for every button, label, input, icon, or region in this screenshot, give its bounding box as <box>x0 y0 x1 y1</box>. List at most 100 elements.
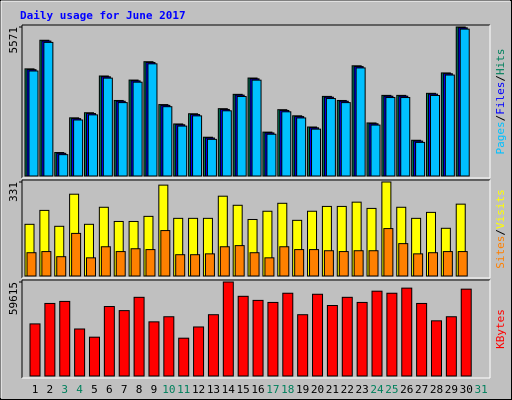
bar <box>100 246 111 277</box>
bar <box>459 28 470 177</box>
bar <box>252 299 264 377</box>
bar <box>73 119 84 177</box>
bar <box>147 63 158 177</box>
legend-entry: Hits <box>494 49 507 76</box>
x-tick-label: 7 <box>121 383 128 396</box>
bar <box>430 320 442 377</box>
legend: KBytes <box>494 309 507 349</box>
bar <box>88 336 100 377</box>
bar <box>190 254 201 277</box>
bar <box>85 257 96 277</box>
bar <box>297 314 309 377</box>
legend-separator: / <box>494 229 507 236</box>
bar <box>237 295 249 377</box>
bar <box>236 95 247 177</box>
bar <box>192 115 203 177</box>
bar <box>175 254 186 277</box>
bar <box>118 310 130 377</box>
x-tick-label: 3 <box>61 383 68 396</box>
bar <box>267 301 279 377</box>
bar <box>148 321 160 377</box>
x-tick-label: 27 <box>415 383 428 396</box>
bar <box>193 326 205 377</box>
bar <box>145 249 156 277</box>
bar <box>401 287 413 377</box>
bar <box>370 124 381 177</box>
bar <box>178 337 190 377</box>
x-tick-label: 10 <box>162 383 175 396</box>
x-tick-label: 18 <box>281 383 294 396</box>
bar <box>207 314 219 377</box>
bar <box>460 288 472 377</box>
bar <box>249 252 260 277</box>
bar <box>309 249 320 277</box>
bar <box>26 252 37 277</box>
bar <box>130 248 141 277</box>
bar <box>312 293 324 377</box>
bar <box>398 243 409 277</box>
bar <box>58 154 69 177</box>
legend-entry: Files <box>494 82 507 115</box>
bar <box>103 306 115 377</box>
bar <box>326 305 338 377</box>
bar <box>340 102 351 177</box>
bar <box>234 245 245 277</box>
bar <box>221 110 232 177</box>
bar <box>427 252 438 277</box>
bar <box>251 79 262 177</box>
y-tick-label: 59615 <box>7 282 20 315</box>
bar <box>341 296 353 377</box>
x-tick-label: 6 <box>106 383 113 396</box>
x-tick-label: 8 <box>136 383 143 396</box>
legend-entry: Pages <box>494 121 507 154</box>
bar <box>266 133 277 177</box>
bar <box>117 102 128 177</box>
bar <box>44 302 56 377</box>
x-tick-label: 30 <box>460 383 473 396</box>
x-tick-label: 15 <box>237 383 250 396</box>
bar <box>444 74 455 177</box>
bar <box>294 249 305 277</box>
x-tick-label: 25 <box>385 383 398 396</box>
bar <box>282 292 294 377</box>
bar <box>368 250 379 277</box>
legend: Sites/Visits <box>494 189 507 269</box>
bar <box>279 246 290 277</box>
x-tick-label: 29 <box>445 383 458 396</box>
bar <box>323 250 334 277</box>
bar <box>204 253 215 277</box>
bar <box>386 292 398 377</box>
bar <box>415 141 426 177</box>
bar <box>353 250 364 277</box>
bar <box>163 316 175 377</box>
y-tick-label: 5571 <box>7 27 20 54</box>
x-tick-label: 2 <box>47 383 54 396</box>
y-tick-label: 331 <box>7 182 20 202</box>
bar <box>356 301 368 377</box>
x-tick-label: 9 <box>151 383 158 396</box>
legend-separator: / <box>494 115 507 122</box>
bar <box>371 290 383 377</box>
bar <box>28 70 39 177</box>
bar <box>400 97 411 177</box>
x-tick-label: 24 <box>370 383 384 396</box>
bar <box>222 281 234 377</box>
bar <box>429 94 440 177</box>
bar <box>41 251 52 277</box>
chart-title: Daily usage for June 2017 <box>20 9 186 22</box>
legend-separator: / <box>494 75 507 82</box>
x-tick-label: 5 <box>91 383 98 396</box>
bar <box>383 228 394 277</box>
legend: Pages/Files/Hits <box>494 49 507 155</box>
x-tick-label: 17 <box>266 383 279 396</box>
bar <box>162 106 173 177</box>
x-tick-label: 11 <box>177 383 190 396</box>
bar <box>445 316 457 377</box>
x-tick-label: 26 <box>400 383 413 396</box>
bar <box>56 256 67 277</box>
bar <box>385 97 396 177</box>
bar <box>457 251 468 277</box>
x-tick-label: 12 <box>192 383 205 396</box>
bar <box>71 232 82 277</box>
